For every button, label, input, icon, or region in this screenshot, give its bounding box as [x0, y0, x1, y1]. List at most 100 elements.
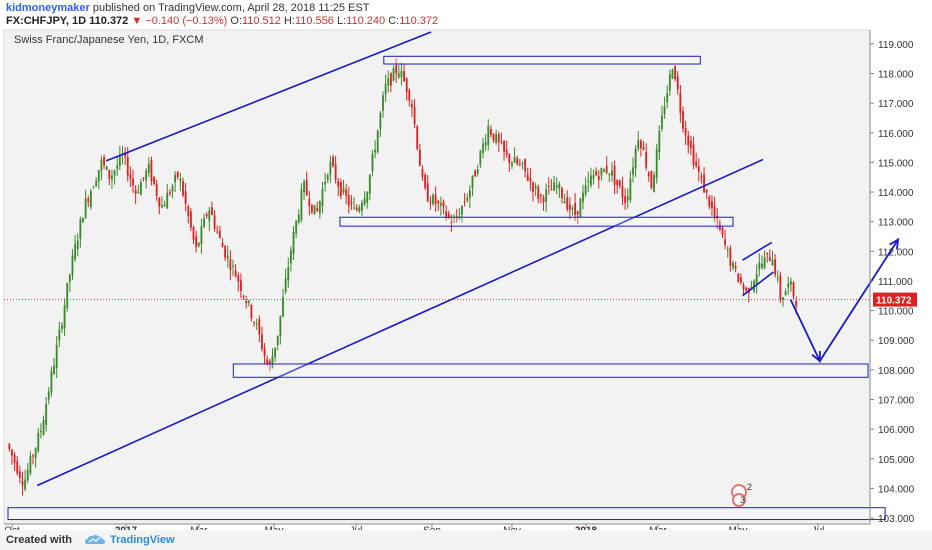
candle-body	[224, 245, 227, 258]
candle-body	[184, 191, 187, 204]
candle-body	[203, 218, 205, 228]
candle-body	[532, 182, 534, 192]
candle-body	[92, 187, 95, 189]
candle-body	[447, 213, 450, 218]
event-badge-icon[interactable]	[732, 493, 746, 507]
candle-body	[697, 166, 700, 172]
support-box-bottom[interactable]	[7, 507, 886, 521]
target-box-low[interactable]	[232, 363, 869, 378]
time-tick-label: Nov	[503, 525, 521, 530]
candle-body	[147, 163, 150, 173]
candle-body	[26, 469, 29, 481]
candle-body	[713, 206, 716, 217]
pennant-line[interactable]	[741, 271, 774, 297]
candle-body	[571, 208, 574, 210]
price-tick-label: 104.000	[878, 484, 915, 495]
candle-body	[439, 203, 442, 206]
candle-body	[100, 159, 103, 171]
candle-body	[182, 181, 184, 196]
candle-body	[653, 174, 655, 192]
published-text: published on TradingView.com, April 28, …	[92, 2, 370, 14]
candle-body	[695, 161, 698, 166]
resistance-box-top[interactable]	[383, 55, 701, 65]
candle-body	[368, 174, 371, 194]
close-label: C:	[388, 15, 400, 27]
support-box-mid[interactable]	[339, 216, 734, 227]
open-label: O:	[230, 15, 242, 27]
price-tick-label: 113.000	[878, 218, 914, 229]
candle-body	[258, 319, 261, 335]
candle-body	[53, 365, 55, 374]
arrowhead-up	[889, 237, 900, 250]
price-tick-label: 114.000	[878, 188, 914, 199]
candle-body	[247, 300, 250, 303]
price-chart[interactable]: Swiss Franc/Japanese Yen, 1D, FXCM 103.0…	[0, 28, 932, 530]
price-axis[interactable]: 103.000 104.000 105.000 106.000 107.000 108.0…	[870, 40, 917, 525]
candle-body	[642, 147, 645, 150]
price-tick-label: 108.000	[878, 366, 915, 377]
candle-body	[587, 181, 590, 183]
plot-area[interactable]	[3, 29, 871, 525]
upper-trend-line[interactable]	[105, 31, 432, 162]
candle-body	[461, 206, 463, 215]
candle-body	[400, 70, 403, 78]
tradingview-brand[interactable]: TradingView	[110, 534, 175, 546]
candle-body	[108, 169, 111, 179]
candle-body	[68, 274, 71, 282]
candle-body	[634, 148, 637, 169]
candle-body	[226, 255, 229, 259]
candle-body	[584, 185, 587, 195]
candle-body	[13, 454, 16, 463]
candle-body	[463, 201, 466, 203]
candle-body	[784, 291, 787, 296]
candle-body	[150, 160, 153, 182]
candle-body	[374, 149, 377, 153]
time-tick-label: Mar	[190, 525, 208, 530]
author-link[interactable]: kidmoneymaker	[6, 2, 90, 14]
created-with-label: Created with	[6, 534, 73, 546]
candle-body	[416, 126, 419, 149]
candle-body	[366, 192, 369, 203]
candle-body	[37, 432, 40, 451]
candle-body	[287, 267, 290, 281]
candle-body	[213, 215, 216, 229]
lower-trend-line[interactable]	[36, 158, 764, 487]
candle-body	[774, 259, 777, 275]
candle-body	[403, 71, 405, 82]
event-badges[interactable]: 23	[731, 482, 752, 507]
candle-body	[395, 65, 398, 74]
price-tick-label: 103.000	[878, 514, 915, 525]
low-value: 110.240	[346, 15, 386, 27]
price-tick-label: 109.000	[878, 336, 915, 347]
candle-body	[187, 206, 190, 217]
candle-body	[550, 189, 553, 191]
pennant-line[interactable]	[742, 241, 773, 261]
low-label: L:	[336, 15, 347, 27]
time-axis[interactable]: Oct 2017 Mar May Jul Sep Nov 2018 Mar May Jul	[4, 524, 824, 530]
candle-body	[511, 162, 513, 166]
chart-header: kidmoneymaker published on TradingView.c…	[0, 0, 932, 28]
price-tick-label: 115.000	[878, 158, 914, 169]
candle-body	[574, 202, 577, 215]
event-badge-count: 3	[740, 495, 745, 505]
candle-body	[95, 181, 98, 187]
candle-body	[76, 240, 79, 250]
candle-body	[158, 197, 161, 207]
candle-body	[526, 174, 529, 181]
candle-body	[274, 347, 277, 358]
candle-body	[242, 295, 245, 297]
candle-body	[429, 202, 432, 204]
candle-body	[600, 168, 603, 176]
time-tick-label: Jul	[350, 525, 363, 530]
candle-body	[687, 135, 690, 146]
candle-body	[153, 177, 155, 184]
candle-body	[692, 144, 695, 165]
candle-body	[553, 182, 555, 191]
candle-body	[66, 282, 69, 308]
candle-body	[155, 183, 158, 196]
candle-body	[126, 156, 129, 176]
candle-body	[361, 202, 363, 211]
candle-body	[524, 158, 527, 172]
candle-body	[61, 325, 63, 329]
candle-body	[271, 356, 274, 368]
